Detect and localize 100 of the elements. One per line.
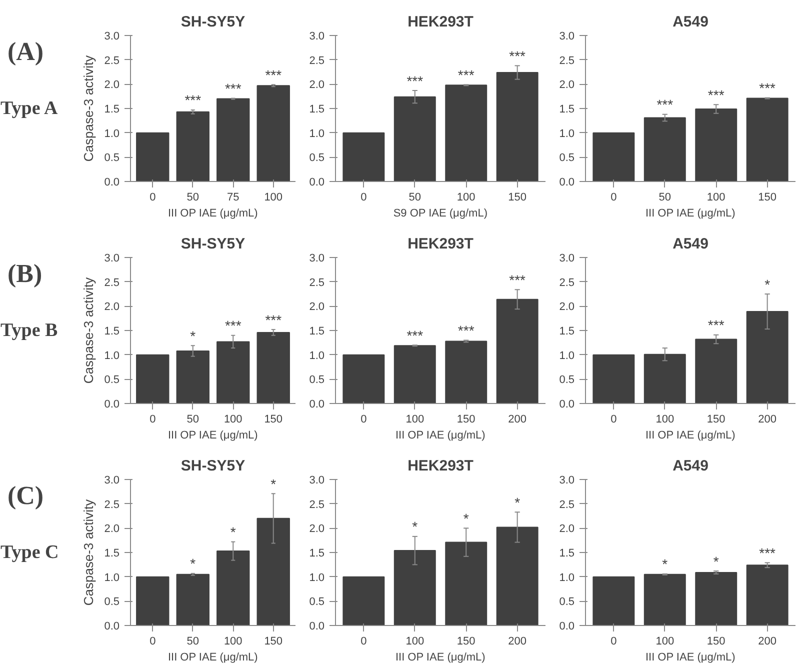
y-tick-label: 3.0 — [309, 30, 325, 42]
chart-title: A549 — [672, 236, 708, 252]
annotation: * — [270, 476, 277, 492]
x-tick-label: 0 — [360, 192, 367, 204]
x-tick-label: 150 — [758, 192, 777, 204]
annotation: *** — [406, 327, 424, 344]
x-tick-label: 50 — [186, 414, 200, 426]
y-tick-label: 2.5 — [104, 276, 120, 289]
x-tick-label: 100 — [264, 192, 283, 204]
x-tick-label: 0 — [610, 192, 617, 204]
annotation: * — [713, 553, 720, 570]
x-tick-label: 0 — [150, 414, 156, 426]
y-tick-label: 2.5 — [559, 54, 575, 67]
annotation: * — [514, 494, 521, 510]
chart-title: HEK293T — [408, 236, 474, 252]
y-tick-label: 0.5 — [559, 374, 575, 386]
x-tick-label: 100 — [406, 414, 424, 426]
text: Type B — [0, 320, 58, 341]
chart-title: HEK293T — [408, 14, 474, 30]
y-tick-label: 0.0 — [104, 176, 120, 188]
annotation: *** — [458, 322, 475, 338]
bar — [216, 550, 250, 626]
annotation: *** — [224, 318, 242, 334]
bar — [496, 298, 538, 404]
y-tick-label: 1.0 — [309, 128, 325, 140]
chart-title: A549 — [672, 14, 708, 30]
x-tick-label: 150 — [456, 636, 476, 648]
y-axis-title: Caspase-3 activity — [81, 276, 96, 384]
bar — [136, 576, 170, 626]
bar — [342, 354, 385, 404]
x-tick-label: 200 — [758, 414, 777, 426]
y-tick-label: 0.0 — [309, 620, 325, 632]
bar — [394, 96, 436, 182]
annotation: *** — [265, 66, 282, 83]
x-axis-title: III OP IAE (μg/mL) — [395, 430, 486, 442]
x-tick-label: 50 — [186, 192, 200, 204]
x-tick-label: 150 — [706, 414, 726, 426]
annotation: *** — [184, 92, 202, 108]
x-tick-label: 150 — [456, 414, 476, 426]
y-tick-label: 2.5 — [309, 276, 325, 289]
y-tick-label: 1.5 — [559, 548, 575, 560]
y-tick-label: 2.0 — [104, 301, 120, 314]
x-tick-label: 200 — [508, 414, 527, 426]
x-tick-label: 75 — [227, 192, 240, 204]
y-tick-label: 2.0 — [309, 79, 325, 92]
bar — [342, 132, 385, 182]
y-tick-label: 2.0 — [559, 79, 575, 92]
bar — [445, 84, 488, 182]
bar — [592, 132, 635, 182]
bar — [496, 526, 538, 626]
annotation: * — [412, 518, 418, 535]
y-tick-label: 1.5 — [559, 326, 575, 338]
y-axis-title: Caspase-3 activity — [81, 498, 96, 606]
annotation: *** — [509, 48, 526, 64]
y-tick-label: 0.5 — [559, 596, 575, 608]
x-tick-label: 0 — [360, 636, 367, 648]
y-tick-label: 0.0 — [104, 398, 120, 410]
chart-title: SH-SY5Y — [180, 236, 246, 252]
y-tick-label: 2.5 — [104, 54, 120, 67]
bar — [644, 354, 686, 404]
bar — [695, 108, 738, 182]
x-axis-title: III OP IAE (μg/mL) — [168, 208, 258, 220]
text: Type A — [0, 98, 58, 119]
bar — [176, 350, 210, 404]
x-tick-label: 150 — [508, 192, 527, 204]
y-tick-label: 1.5 — [309, 104, 325, 116]
annotation: * — [230, 524, 236, 540]
chart-title: HEK293T — [408, 458, 474, 474]
y-tick-label: 1.0 — [559, 128, 575, 140]
bar — [256, 85, 290, 182]
bar — [176, 574, 210, 626]
y-tick-label: 2.5 — [559, 498, 575, 511]
x-tick-label: 150 — [264, 636, 283, 648]
x-axis-title: III OP IAE (μg/mL) — [645, 430, 736, 442]
annotation: *** — [458, 66, 475, 83]
annotation: *** — [656, 96, 674, 113]
bar — [592, 576, 635, 626]
x-tick-label: 100 — [224, 414, 242, 426]
y-tick-label: 1.0 — [104, 128, 120, 140]
y-tick-label: 2.5 — [309, 54, 325, 67]
annotation: *** — [708, 86, 725, 103]
bar — [746, 311, 788, 404]
bar — [216, 341, 250, 404]
y-tick-label: 0.0 — [559, 176, 575, 188]
bar — [445, 340, 488, 404]
bar — [342, 576, 385, 626]
y-tick-label: 1.0 — [559, 350, 575, 362]
annotation: *** — [265, 312, 282, 328]
x-tick-label: 150 — [706, 636, 726, 648]
y-tick-label: 1.0 — [104, 572, 120, 584]
y-tick-label: 2.0 — [559, 301, 575, 314]
x-tick-label: 100 — [656, 636, 674, 648]
x-tick-label: 100 — [706, 192, 726, 204]
y-tick-label: 3.0 — [559, 30, 575, 42]
y-tick-label: 2.0 — [309, 301, 325, 314]
y-tick-label: 1.5 — [104, 104, 120, 116]
y-tick-label: 2.0 — [104, 79, 120, 92]
y-tick-label: 1.0 — [104, 350, 120, 362]
y-tick-label: 1.5 — [309, 548, 325, 560]
annotation: * — [764, 276, 771, 292]
